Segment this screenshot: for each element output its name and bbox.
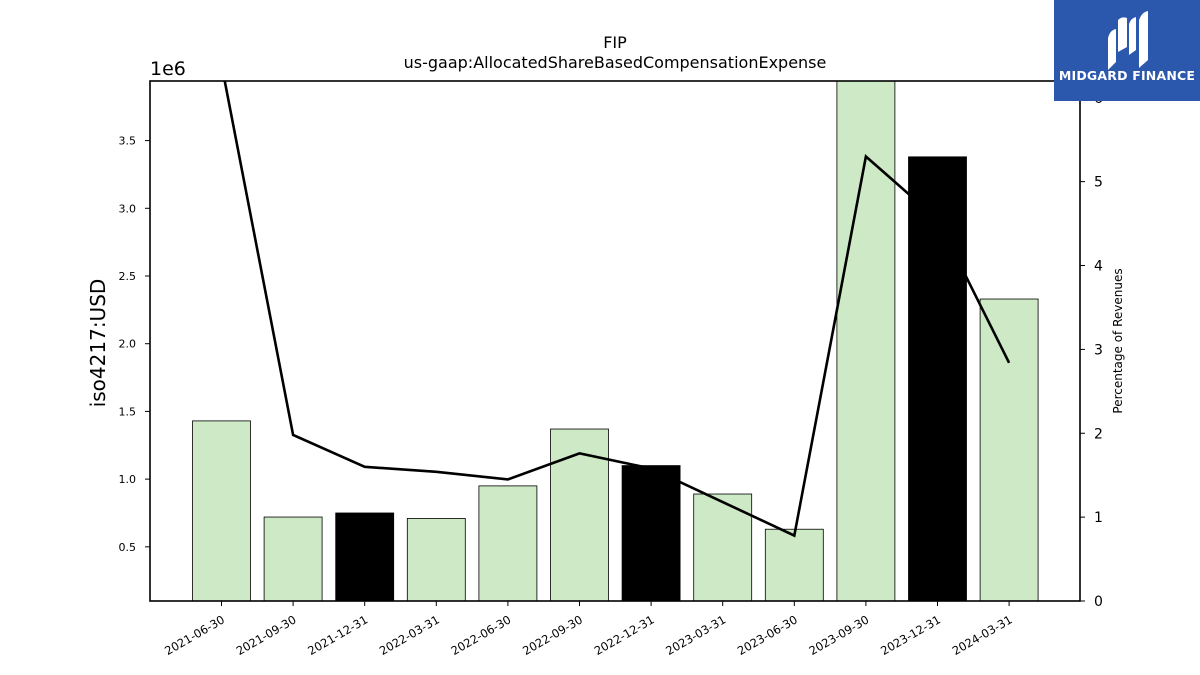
bar-2022-06-30 xyxy=(478,485,538,602)
y2-tick-label: 0 xyxy=(1094,594,1103,610)
x-tick-label: 2023-03-31 xyxy=(663,612,728,658)
bar-2024-03-31 xyxy=(979,298,1039,602)
chart-subtitle: us-gaap:AllocatedShareBasedCompensationE… xyxy=(404,53,827,72)
x-tick-label: 2022-12-31 xyxy=(592,612,657,658)
x-tick-label: 2023-12-31 xyxy=(878,612,943,658)
bar-2023-03-31 xyxy=(693,493,753,602)
y-axis-label: iso4217:USD xyxy=(86,279,110,408)
x-tick-label: 2021-12-31 xyxy=(305,612,370,658)
plot-frame xyxy=(149,80,1081,602)
y2-tick-label: 2 xyxy=(1094,426,1103,442)
bar-2023-09-30 xyxy=(836,80,896,602)
x-tick-label: 2023-06-30 xyxy=(735,612,800,658)
bar-2021-09-30 xyxy=(263,516,323,602)
y-tick-label: 1.5 xyxy=(119,405,137,418)
bar-2022-03-31 xyxy=(406,517,466,602)
bar-2021-06-30 xyxy=(192,420,251,602)
x-tick-label: 2021-06-30 xyxy=(162,612,227,658)
y-offset-label: 1e6 xyxy=(150,58,186,80)
midgard-logo-icon xyxy=(1108,11,1148,70)
y2-tick-label: 4 xyxy=(1094,259,1103,275)
bar-2023-12-31 xyxy=(908,156,967,602)
line-series xyxy=(223,81,1011,538)
y-axis-right: 0123456 xyxy=(1080,91,1103,610)
y-tick-label: 2.0 xyxy=(119,338,137,351)
bar-2021-12-31 xyxy=(335,512,395,602)
y2-axis-label: Percentage of Revenues xyxy=(1111,268,1125,413)
y-axis-left: 0.5 1.0 1.5 2.0 2.5 3.0 3.5 xyxy=(119,135,150,554)
x-tick-label: 2021-09-30 xyxy=(234,612,299,658)
y2-tick-label: 5 xyxy=(1094,175,1103,191)
x-tick-label: 2022-09-30 xyxy=(520,612,585,658)
bar-2022-12-31 xyxy=(621,465,681,602)
x-axis: 2021-06-30 2021-09-30 2021-12-31 2022-03-31… xyxy=(162,601,1015,658)
x-tick-label: 2024-03-31 xyxy=(950,612,1015,658)
bar-series xyxy=(192,80,1039,602)
chart-title: FIP xyxy=(603,33,627,52)
y-tick-label: 2.5 xyxy=(119,270,137,283)
y-tick-label: 0.5 xyxy=(119,541,137,554)
bar-2022-09-30 xyxy=(550,428,609,602)
y2-tick-label: 3 xyxy=(1094,342,1103,358)
bar-2023-06-30 xyxy=(764,528,824,602)
y2-tick-label: 1 xyxy=(1094,510,1103,526)
brand-logo: MIDGARD FINANCE xyxy=(1054,0,1200,101)
y-tick-label: 1.0 xyxy=(119,473,137,486)
percentage-line-0 xyxy=(223,81,1011,538)
x-tick-label: 2022-06-30 xyxy=(449,612,514,658)
x-tick-label: 2023-09-30 xyxy=(807,612,872,658)
logo-text: MIDGARD FINANCE xyxy=(1058,68,1196,83)
y-tick-label: 3.5 xyxy=(119,135,137,148)
y-tick-label: 3.0 xyxy=(119,202,137,215)
x-tick-label: 2022-03-31 xyxy=(377,612,442,658)
